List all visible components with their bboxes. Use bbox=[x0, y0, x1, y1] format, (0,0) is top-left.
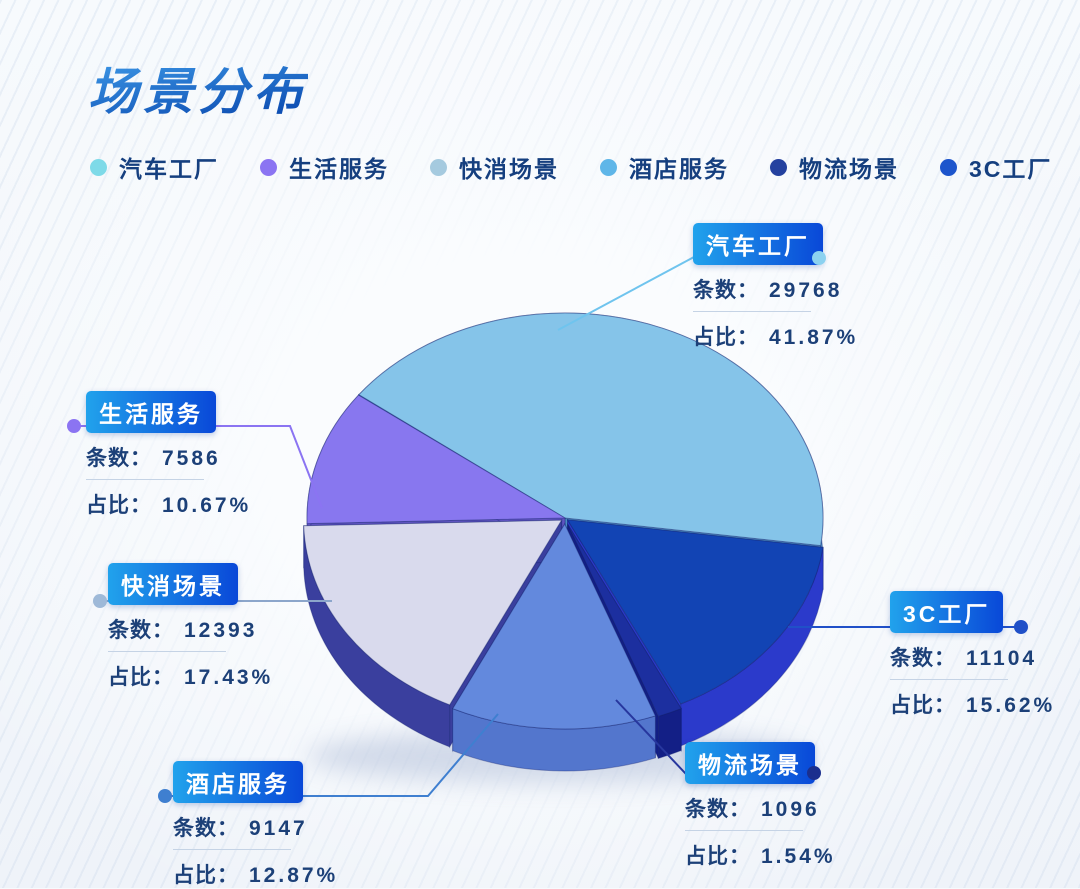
callout-count-row: 条数： 7586 bbox=[86, 442, 251, 472]
callout-connector-dot bbox=[67, 419, 81, 433]
callout-percent-row: 占比： 1.54% bbox=[685, 840, 836, 870]
callout-badge: 3C工厂 bbox=[890, 591, 1004, 633]
count-label: 条数： bbox=[693, 279, 759, 302]
count-value: 9147 bbox=[249, 817, 308, 840]
callout-count-row: 条数： 11104 bbox=[890, 642, 1055, 672]
callout-percent-row: 占比： 10.67% bbox=[86, 489, 251, 519]
callout-divider bbox=[108, 651, 226, 652]
count-label: 条数： bbox=[86, 447, 152, 470]
page-title: 场景分布 bbox=[88, 52, 308, 124]
legend-item-hotel-service[interactable]: 酒店服务 bbox=[600, 150, 729, 184]
callout-divider bbox=[86, 479, 204, 480]
percent-label: 占比： bbox=[685, 845, 751, 868]
count-label: 条数： bbox=[173, 817, 239, 840]
callout-percent-row: 占比： 15.62% bbox=[890, 689, 1055, 719]
legend-label: 汽车工厂 bbox=[119, 156, 219, 182]
legend-label: 物流场景 bbox=[799, 156, 899, 182]
callout-count-row: 条数： 1096 bbox=[685, 793, 836, 823]
legend-item-life-service[interactable]: 生活服务 bbox=[260, 150, 389, 184]
callout-percent-row: 占比： 41.87% bbox=[693, 321, 858, 351]
percent-label: 占比： bbox=[890, 694, 956, 717]
callout-hotel-service: 酒店服务 条数： 9147 占比： 12.87% bbox=[173, 761, 338, 889]
callout-divider bbox=[890, 679, 1008, 680]
count-value: 12393 bbox=[184, 619, 258, 642]
percent-value: 12.87% bbox=[249, 864, 339, 887]
legend: 汽车工厂 生活服务 快消场景 酒店服务 物流场景 3C工厂 bbox=[90, 150, 1052, 184]
callout-connector-dot bbox=[807, 766, 821, 780]
percent-label: 占比： bbox=[108, 666, 174, 689]
legend-item-3c-factory[interactable]: 3C工厂 bbox=[940, 150, 1052, 184]
count-label: 条数： bbox=[685, 798, 751, 821]
callout-badge: 汽车工厂 bbox=[693, 223, 823, 265]
callout-life-service: 生活服务 条数： 7586 占比： 10.67% bbox=[86, 391, 251, 519]
legend-dot-icon bbox=[770, 158, 787, 176]
legend-dot-icon bbox=[260, 158, 277, 176]
percent-label: 占比： bbox=[173, 864, 239, 887]
percent-value: 15.62% bbox=[966, 694, 1056, 717]
callout-connector-dot bbox=[1014, 620, 1028, 634]
count-label: 条数： bbox=[108, 619, 174, 642]
legend-item-logistics-scene[interactable]: 物流场景 bbox=[770, 150, 899, 184]
callout-logistics-scene: 物流场景 条数： 1096 占比： 1.54% bbox=[685, 742, 836, 870]
legend-item-auto-factory[interactable]: 汽车工厂 bbox=[90, 150, 219, 184]
count-label: 条数： bbox=[890, 647, 956, 670]
callout-auto-factory: 汽车工厂 条数： 29768 占比： 41.87% bbox=[693, 223, 858, 351]
callout-divider bbox=[693, 311, 811, 312]
legend-label: 生活服务 bbox=[289, 156, 389, 182]
callout-badge: 物流场景 bbox=[685, 742, 815, 784]
count-value: 29768 bbox=[769, 279, 843, 302]
count-value: 7586 bbox=[162, 447, 221, 470]
callout-connector-dot bbox=[812, 251, 826, 265]
legend-dot-icon bbox=[430, 158, 447, 176]
callout-connector-dot bbox=[93, 594, 107, 608]
callout-count-row: 条数： 12393 bbox=[108, 614, 273, 644]
callout-percent-row: 占比： 17.43% bbox=[108, 661, 273, 691]
legend-label: 快消场景 bbox=[459, 156, 559, 182]
callout-badge: 生活服务 bbox=[86, 391, 216, 433]
callout-badge: 酒店服务 bbox=[173, 761, 303, 803]
count-value: 1096 bbox=[761, 798, 820, 821]
callout-divider bbox=[173, 849, 291, 850]
legend-label: 酒店服务 bbox=[629, 156, 729, 182]
legend-dot-icon bbox=[940, 158, 957, 176]
callout-3c-factory: 3C工厂 条数： 11104 占比： 15.62% bbox=[890, 591, 1055, 719]
legend-dot-icon bbox=[600, 158, 617, 176]
percent-value: 1.54% bbox=[761, 845, 836, 868]
callout-connector-dot bbox=[158, 789, 172, 803]
callout-fmcg-scene: 快消场景 条数： 12393 占比： 17.43% bbox=[108, 563, 273, 691]
callout-percent-row: 占比： 12.87% bbox=[173, 859, 338, 889]
legend-dot-icon bbox=[90, 158, 107, 176]
percent-label: 占比： bbox=[86, 494, 152, 517]
percent-value: 17.43% bbox=[184, 666, 274, 689]
callout-divider bbox=[685, 830, 803, 831]
callout-badge: 快消场景 bbox=[108, 563, 238, 605]
legend-label: 3C工厂 bbox=[969, 156, 1053, 182]
callout-count-row: 条数： 29768 bbox=[693, 274, 858, 304]
percent-value: 41.87% bbox=[769, 326, 859, 349]
percent-value: 10.67% bbox=[162, 494, 252, 517]
callout-count-row: 条数： 9147 bbox=[173, 812, 338, 842]
legend-item-fmcg-scene[interactable]: 快消场景 bbox=[430, 150, 559, 184]
count-value: 11104 bbox=[966, 647, 1038, 670]
percent-label: 占比： bbox=[693, 326, 759, 349]
